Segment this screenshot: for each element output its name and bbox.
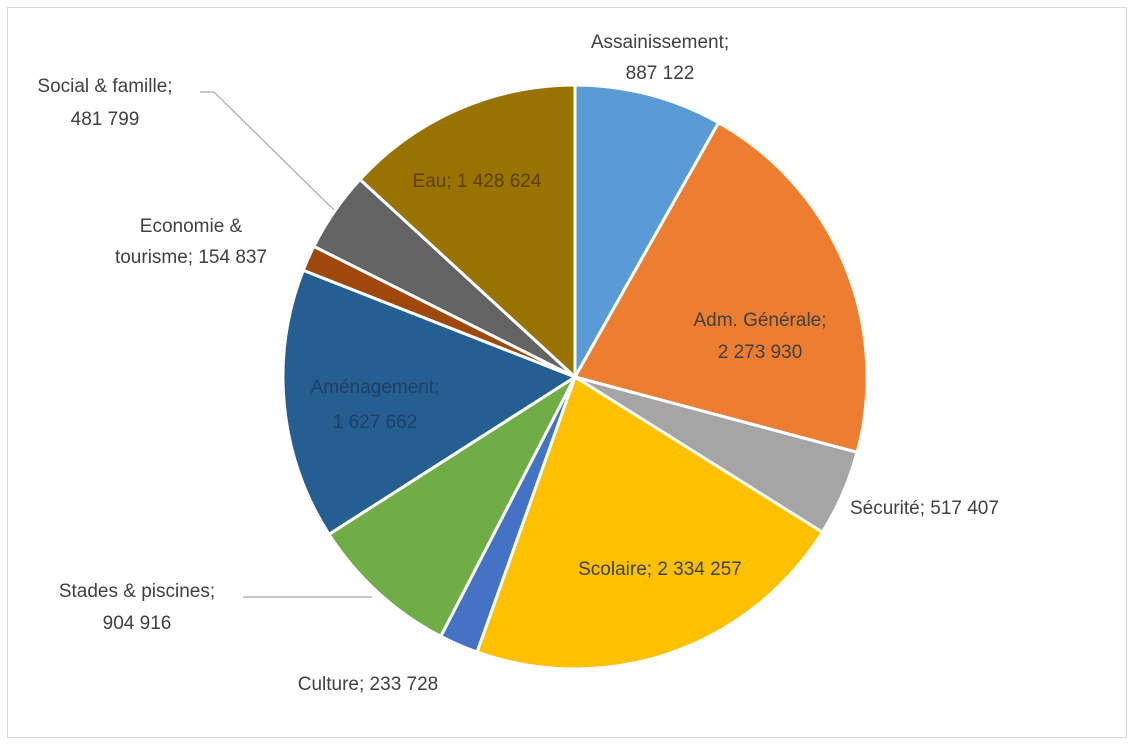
label-amenagement-value: 1 627 662 [333, 412, 418, 433]
label-economie-value: tourisme; 154 837 [115, 247, 267, 268]
pie-slices [281, 83, 869, 671]
label-economie-name: Economie & [140, 216, 243, 237]
label-stades-name: Stades & piscines; [59, 581, 215, 602]
pie-slice-stades-piscines [326, 372, 579, 639]
label-adm-value: 2 273 930 [718, 342, 803, 363]
pie-slice-scolaire [475, 374, 825, 671]
label-culture: Culture; 233 728 [298, 674, 439, 695]
label-stades-value: 904 916 [103, 613, 172, 634]
pie-slice-am-nagement [281, 268, 579, 537]
label-assainissement-value: 887 122 [626, 63, 695, 84]
pie-slice-assainissement [573, 83, 721, 383]
label-securite: Sécurité; 517 407 [850, 498, 999, 519]
label-social-name: Social & famille; [37, 76, 172, 97]
label-eau: Eau; 1 428 624 [413, 171, 542, 192]
label-adm-name: Adm. Générale; [693, 310, 826, 331]
label-amenagement-name: Aménagement; [311, 377, 440, 398]
label-assainissement-name: Assainissement; [591, 32, 729, 53]
leader-social-diag [213, 91, 335, 211]
label-social-value: 481 799 [71, 109, 140, 130]
pie-slice-eau [357, 83, 577, 381]
pie-slice-adm-g-n-rale [572, 120, 869, 455]
label-scolaire: Scolaire; 2 334 257 [578, 559, 742, 580]
